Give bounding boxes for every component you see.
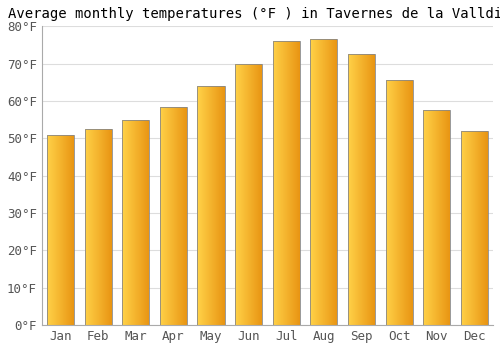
Bar (386, 80, 412, 325)
Bar (272, 41, 300, 325)
Bar (84, 129, 112, 325)
Bar (160, 107, 187, 325)
Bar (235, 64, 262, 325)
Bar (460, 131, 488, 325)
Title: Average monthly temperatures (°F ) in Tavernes de la Valldigna: Average monthly temperatures (°F ) in Ta… (8, 7, 500, 21)
Bar (198, 86, 224, 325)
Bar (47, 135, 74, 325)
Bar (122, 120, 150, 325)
Bar (348, 54, 375, 325)
Bar (310, 39, 338, 325)
Bar (423, 110, 450, 325)
